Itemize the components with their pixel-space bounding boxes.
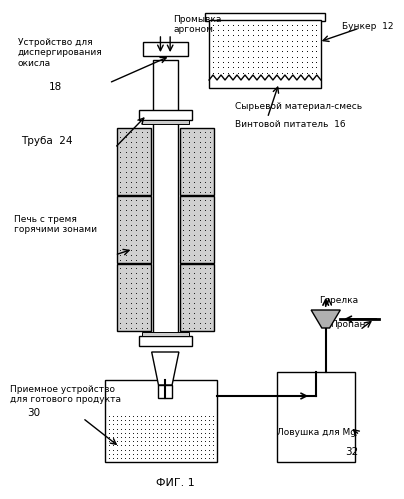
Bar (139, 110, 191, 120)
Text: Приемное устройство
для готового продукта: Приемное устройство для готового продукт… (10, 385, 121, 404)
Bar (180, 196, 214, 263)
Bar (105, 380, 217, 462)
Text: Промывка
аргоном: Промывка аргоном (173, 15, 221, 34)
Bar (180, 128, 214, 195)
Bar (139, 336, 191, 346)
Bar (180, 264, 214, 331)
Text: 32: 32 (345, 447, 358, 457)
Bar (209, 20, 321, 88)
Text: Ловушка для Mg: Ловушка для Mg (277, 428, 356, 437)
Text: Сырьевой материал-смесь: Сырьевой материал-смесь (235, 102, 362, 111)
Bar (205, 13, 325, 21)
Text: Труба  24: Труба 24 (21, 136, 73, 146)
Text: Устройство для
диспергирования
окисла: Устройство для диспергирования окисла (17, 38, 102, 68)
Bar (117, 196, 151, 263)
Polygon shape (311, 310, 340, 328)
Bar (158, 385, 172, 398)
Text: 18: 18 (48, 82, 62, 92)
Polygon shape (152, 352, 179, 385)
Bar (117, 128, 151, 195)
Bar (153, 60, 178, 336)
Bar (143, 42, 187, 56)
Bar (142, 332, 189, 336)
Text: Печь с тремя
горячими зонами: Печь с тремя горячими зонами (14, 215, 97, 235)
Bar (277, 372, 355, 462)
Text: ФИГ. 1: ФИГ. 1 (156, 478, 194, 488)
Text: Бункер  12: Бункер 12 (342, 22, 394, 31)
Bar (117, 264, 151, 331)
Bar (142, 120, 189, 124)
Text: Винтовой питатель  16: Винтовой питатель 16 (235, 120, 346, 129)
Text: Пропан: Пропан (330, 320, 366, 329)
Text: Горелка: Горелка (319, 296, 358, 305)
Text: 30: 30 (27, 408, 40, 418)
